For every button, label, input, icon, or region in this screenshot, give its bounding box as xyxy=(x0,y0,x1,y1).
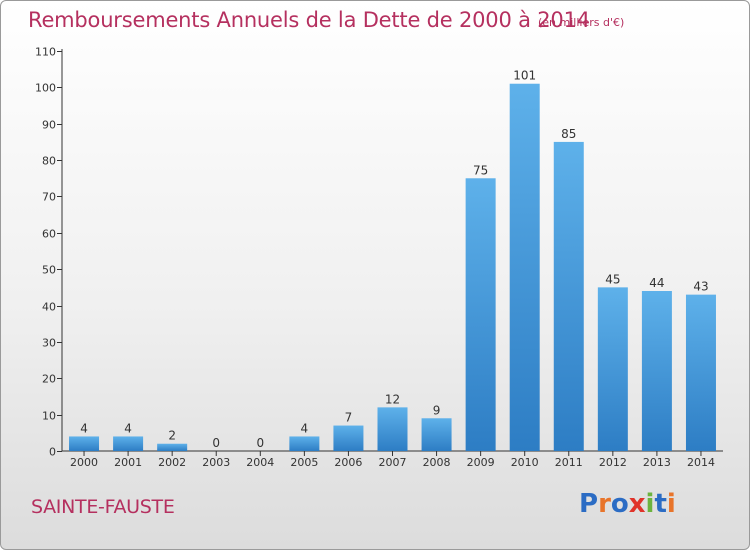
data-label: 4 xyxy=(301,421,309,435)
y-tick-label: 60 xyxy=(42,228,56,241)
bar xyxy=(465,178,496,452)
y-tick-label: 0 xyxy=(49,446,56,459)
y-tick-label: 80 xyxy=(42,155,56,168)
data-label: 2 xyxy=(168,429,176,443)
bar xyxy=(113,436,144,451)
bar xyxy=(289,436,320,451)
data-label: 0 xyxy=(256,436,264,450)
logo-letter: r xyxy=(598,489,611,519)
logo-letter: i xyxy=(645,489,655,519)
y-tick-label: 70 xyxy=(42,191,56,204)
bar xyxy=(157,443,188,451)
data-label: 44 xyxy=(649,276,664,290)
y-tick-label: 30 xyxy=(42,337,56,350)
logo-letter: x xyxy=(628,489,646,519)
bar xyxy=(333,425,364,451)
x-tick-label: 2012 xyxy=(599,456,627,469)
data-label: 4 xyxy=(80,421,88,435)
data-label: 12 xyxy=(385,392,400,406)
chart-unit-label: (en milliers d'€) xyxy=(538,16,625,29)
y-tick-label: 90 xyxy=(42,119,56,132)
logo-letter: i xyxy=(666,489,676,519)
y-tick-label: 40 xyxy=(42,301,56,314)
data-label: 43 xyxy=(693,280,708,294)
x-tick-label: 2001 xyxy=(114,456,142,469)
chart-title: Remboursements Annuels de la Dette de 20… xyxy=(28,8,590,32)
proxiti-logo: Proxiti xyxy=(579,489,676,519)
y-tick-label: 20 xyxy=(42,373,56,386)
x-tick-label: 2007 xyxy=(379,456,407,469)
x-tick-label: 2005 xyxy=(290,456,318,469)
logo-letter: o xyxy=(610,489,629,519)
x-tick-label: 2000 xyxy=(70,456,98,469)
x-tick-label: 2014 xyxy=(687,456,715,469)
data-label: 4 xyxy=(124,421,132,435)
logo-letter: t xyxy=(654,489,667,519)
commune-name: SAINTE-FAUSTE xyxy=(31,496,175,518)
data-label: 101 xyxy=(513,69,536,83)
data-label: 0 xyxy=(212,436,220,450)
x-tick-label: 2011 xyxy=(555,456,583,469)
bar xyxy=(377,407,408,451)
bar xyxy=(421,418,452,451)
bar xyxy=(553,141,584,451)
bar xyxy=(641,291,672,451)
logo-letter: P xyxy=(579,489,599,519)
x-tick-label: 2010 xyxy=(511,456,539,469)
x-tick-label: 2003 xyxy=(202,456,230,469)
x-tick-label: 2002 xyxy=(158,456,186,469)
x-tick-label: 2004 xyxy=(246,456,274,469)
y-tick-label: 10 xyxy=(42,410,56,423)
data-label: 7 xyxy=(345,411,353,425)
bar xyxy=(509,83,540,452)
bar xyxy=(597,287,628,451)
data-label: 45 xyxy=(605,272,620,286)
data-label: 85 xyxy=(561,127,576,141)
x-tick-label: 2008 xyxy=(423,456,451,469)
y-tick-label: 110 xyxy=(35,46,56,59)
bar xyxy=(685,294,716,451)
x-tick-label: 2006 xyxy=(334,456,362,469)
bar xyxy=(69,436,100,451)
data-label: 9 xyxy=(433,403,441,417)
y-tick-label: 50 xyxy=(42,264,56,277)
y-tick-label: 100 xyxy=(35,82,56,95)
x-tick-label: 2013 xyxy=(643,456,671,469)
x-tick-label: 2009 xyxy=(467,456,495,469)
data-label: 75 xyxy=(473,163,488,177)
